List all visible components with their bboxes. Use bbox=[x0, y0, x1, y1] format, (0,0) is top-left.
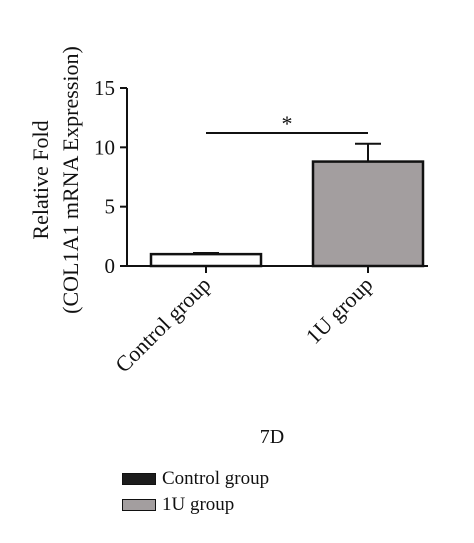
legend-item-control: Control group bbox=[122, 466, 269, 492]
legend-swatch-1u bbox=[122, 499, 156, 511]
legend: Control group 1U group bbox=[122, 466, 269, 518]
legend-item-1u: 1U group bbox=[122, 492, 269, 518]
legend-label-1u: 1U group bbox=[162, 494, 235, 515]
y-tick-label: 15 bbox=[94, 76, 115, 100]
y-axis-subtitle: (COL1A1 mRNA Expression) bbox=[58, 46, 83, 314]
x-tick-label-control: Control group bbox=[110, 272, 215, 377]
y-axis-title: Relative Fold bbox=[28, 120, 53, 239]
y-tick-label: 10 bbox=[94, 135, 115, 159]
x-axis-label: 7D bbox=[260, 426, 284, 448]
significance-star: * bbox=[282, 111, 293, 136]
legend-swatch-control bbox=[122, 473, 156, 485]
x-tick-label-1u: 1U group bbox=[301, 272, 378, 349]
y-tick-label: 0 bbox=[105, 254, 116, 278]
legend-label-control: Control group bbox=[162, 468, 270, 489]
y-tick-label: 5 bbox=[105, 195, 116, 219]
bar-1u bbox=[311, 160, 425, 268]
bar-control bbox=[149, 252, 263, 268]
